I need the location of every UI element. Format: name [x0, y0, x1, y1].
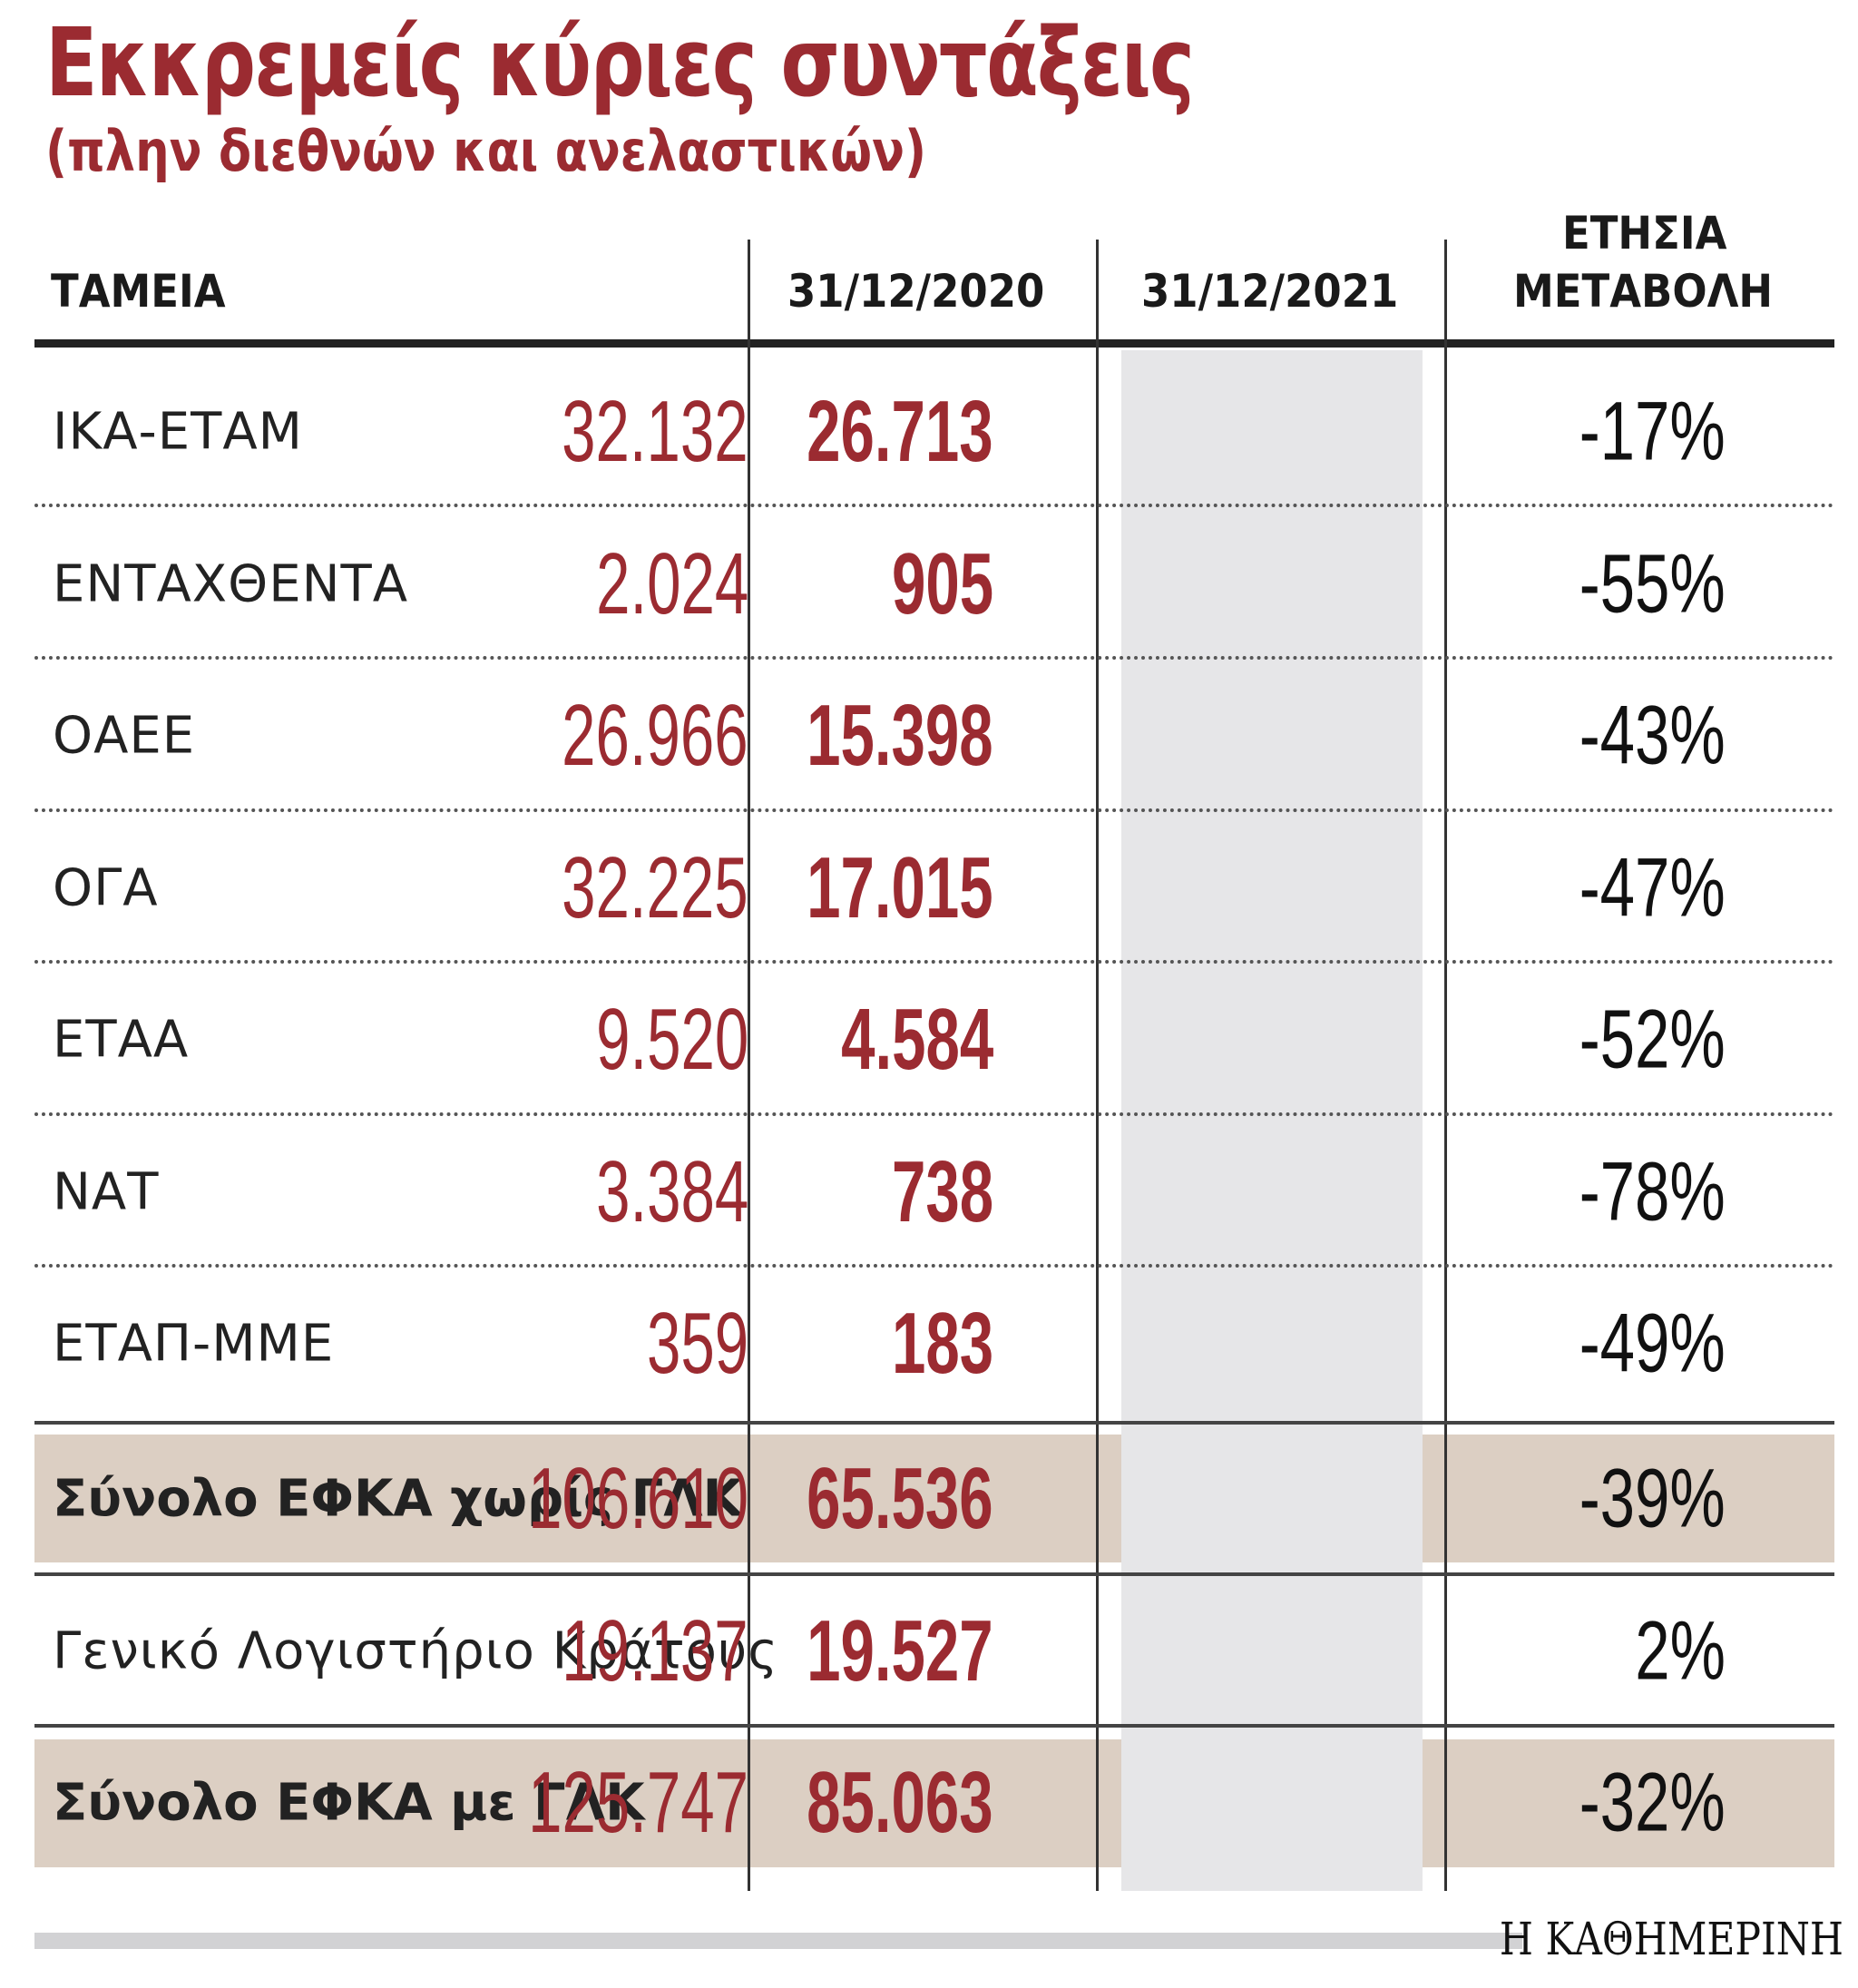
row-separator-solid: [34, 1421, 1834, 1425]
value-2020: 359: [646, 1294, 748, 1392]
value-2021: 85.063: [807, 1753, 993, 1851]
total-row-bg-2: [34, 1739, 1121, 1867]
fund-name: ΝΑΤ: [53, 1162, 160, 1221]
fund-name: Σύνολο ΕΦΚΑ χωρίς ΓΛΚ: [53, 1469, 742, 1528]
annual-change: -32%: [1579, 1756, 1726, 1848]
value-2020: 26.966: [562, 686, 748, 784]
fund-name: ΟΓΑ: [53, 858, 159, 917]
footer-bar: [34, 1933, 1522, 1949]
column-divider: [1096, 240, 1099, 1891]
value-2021: 17.015: [807, 838, 993, 936]
annual-change: -49%: [1579, 1297, 1726, 1389]
source-logo: Η ΚΑΘΗΜΕΡΙΝΗ: [1499, 1913, 1843, 1965]
value-2021: 26.713: [807, 382, 993, 480]
table-row: ΕΤΑΠ-ΜΜΕ 359 183 -49%: [34, 1268, 1834, 1419]
annual-change: -47%: [1579, 841, 1726, 934]
chart-title: Εκκρεμείς κύριες συντάξεις: [45, 7, 1195, 118]
value-2021: 15.398: [807, 686, 993, 784]
row-separator: [34, 504, 1834, 507]
column-divider: [748, 240, 750, 1891]
row-separator: [34, 808, 1834, 812]
header-2020: 31/12/2020: [787, 265, 1045, 318]
fund-name: ΙΚΑ-ΕΤΑΜ: [53, 402, 303, 461]
value-2020: 19.137: [562, 1601, 748, 1699]
value-2020: 2.024: [595, 534, 748, 632]
fund-name: ΕΝΤΑΧΘΕΝΤΑ: [53, 554, 409, 613]
table-row: ΕΝΤΑΧΘΕΝΤΑ 2.024 905 -55%: [34, 508, 1834, 660]
value-2020: 9.520: [595, 990, 748, 1088]
value-2020: 125.747: [528, 1753, 748, 1851]
table-row: ΟΑΕΕ 26.966 15.398 -43%: [34, 660, 1834, 811]
header-rule: [34, 339, 1834, 348]
annual-change: -78%: [1579, 1145, 1726, 1238]
header-change-2: ΜΕΤΑΒΟΛΗ: [1513, 265, 1774, 318]
total-row-bg-1: [34, 1435, 1121, 1562]
row-separator-solid: [34, 1724, 1834, 1728]
fund-name: Γενικό Λογιστήριο Κράτους: [53, 1621, 779, 1680]
annual-change: -17%: [1579, 385, 1726, 477]
row-separator: [34, 1112, 1834, 1116]
value-2020: 3.384: [595, 1142, 748, 1240]
value-2021: 19.527: [807, 1601, 993, 1699]
total-row-bg-1b: [1423, 1435, 1834, 1562]
value-2021: 65.536: [807, 1449, 993, 1547]
table-row: ΙΚΑ-ΕΤΑΜ 32.132 26.713 -17%: [34, 356, 1834, 507]
value-2021: 183: [891, 1294, 993, 1392]
value-2021: 738: [891, 1142, 993, 1240]
table-row: ΕΤΑΑ 9.520 4.584 -52%: [34, 964, 1834, 1115]
column-divider: [1444, 240, 1447, 1891]
table-row: ΝΑΤ 3.384 738 -78%: [34, 1116, 1834, 1268]
total-row-with-glk: Σύνολο ΕΦΚΑ με ΓΛΚ 125.747 85.063 -32%: [34, 1727, 1834, 1878]
header-change-1: ΕΤΗΣΙΑ: [1562, 207, 1727, 260]
value-2020: 32.132: [562, 382, 748, 480]
row-separator: [34, 1264, 1834, 1268]
fund-name: ΕΤΑΠ-ΜΜΕ: [53, 1314, 335, 1373]
highlight-column-2021: [1121, 350, 1423, 1891]
annual-change: -55%: [1579, 537, 1726, 630]
total-row-without-glk: Σύνολο ΕΦΚΑ χωρίς ΓΛΚ 106.610 65.536 -39…: [34, 1423, 1834, 1574]
fund-name: ΟΑΕΕ: [53, 706, 196, 765]
value-2020: 106.610: [528, 1449, 748, 1547]
value-2021: 4.584: [840, 990, 993, 1088]
annual-change: 2%: [1635, 1604, 1726, 1697]
value-2021: 905: [891, 534, 993, 632]
annual-change: -52%: [1579, 993, 1726, 1085]
row-separator: [34, 960, 1834, 964]
annual-change: -43%: [1579, 689, 1726, 781]
row-separator: [34, 656, 1834, 660]
header-2021: 31/12/2021: [1141, 265, 1399, 318]
table-row: ΟΓΑ 32.225 17.015 -47%: [34, 812, 1834, 964]
value-2020: 32.225: [562, 838, 748, 936]
fund-name: ΕΤΑΑ: [53, 1010, 190, 1069]
annual-change: -39%: [1579, 1452, 1726, 1544]
fund-name: Σύνολο ΕΦΚΑ με ΓΛΚ: [53, 1773, 645, 1832]
row-separator-solid: [34, 1572, 1834, 1576]
chart-subtitle: (πλην διεθνών και ανελαστικών): [45, 118, 927, 184]
table-row: Γενικό Λογιστήριο Κράτους 19.137 19.527 …: [34, 1575, 1834, 1727]
header-fund: ΤΑΜΕΙΑ: [51, 265, 226, 318]
total-row-bg-2b: [1423, 1739, 1834, 1867]
